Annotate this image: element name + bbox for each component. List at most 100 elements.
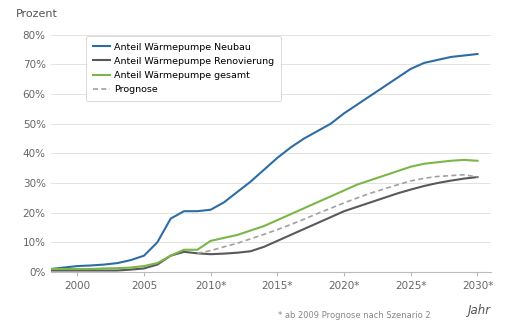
Anteil Wärmepumpe gesamt (300, 206, 307, 210)
Anteil Wärmepumpe gesamt (287, 212, 293, 216)
Anteil Wärmepumpe Neubau (194, 209, 200, 213)
Prognose (314, 212, 320, 215)
Anteil Wärmepumpe gesamt (194, 248, 200, 252)
Anteil Wärmepumpe Neubau (287, 146, 293, 149)
Anteil Wärmepumpe Neubau (314, 129, 320, 133)
Anteil Wärmepumpe gesamt (221, 236, 227, 240)
Line: Anteil Wärmepumpe gesamt: Anteil Wärmepumpe gesamt (50, 160, 477, 269)
Line: Anteil Wärmepumpe Neubau: Anteil Wärmepumpe Neubau (50, 54, 477, 269)
Anteil Wärmepumpe gesamt (407, 165, 413, 169)
Anteil Wärmepumpe Renovierung (447, 179, 453, 183)
Line: Prognose: Prognose (197, 175, 477, 253)
Anteil Wärmepumpe Renovierung (287, 233, 293, 237)
Prognose (367, 191, 373, 195)
Prognose (447, 174, 453, 178)
Anteil Wärmepumpe Neubau (74, 264, 80, 268)
Anteil Wärmepumpe Neubau (167, 217, 173, 220)
Anteil Wärmepumpe Neubau (207, 208, 213, 212)
Anteil Wärmepumpe gesamt (87, 267, 93, 271)
Prognose (354, 196, 360, 200)
Anteil Wärmepumpe Renovierung (261, 245, 267, 249)
Anteil Wärmepumpe Neubau (420, 61, 426, 65)
Anteil Wärmepumpe Neubau (407, 67, 413, 71)
Prognose (327, 206, 333, 210)
Anteil Wärmepumpe gesamt (261, 224, 267, 228)
Prognose (194, 252, 200, 255)
Prognose (287, 223, 293, 227)
Anteil Wärmepumpe Neubau (154, 240, 160, 244)
Prognose (434, 175, 440, 179)
Anteil Wärmepumpe Renovierung (420, 184, 426, 188)
Anteil Wärmepumpe Renovierung (247, 249, 253, 253)
Anteil Wärmepumpe Neubau (127, 258, 133, 262)
Anteil Wärmepumpe Renovierung (314, 221, 320, 225)
Anteil Wärmepumpe gesamt (61, 267, 67, 271)
Anteil Wärmepumpe Neubau (181, 209, 187, 213)
Anteil Wärmepumpe Neubau (261, 168, 267, 172)
Anteil Wärmepumpe Renovierung (407, 188, 413, 191)
Anteil Wärmepumpe Renovierung (434, 181, 440, 185)
Anteil Wärmepumpe Renovierung (47, 268, 54, 272)
Anteil Wärmepumpe Neubau (474, 52, 480, 56)
Text: Prozent: Prozent (15, 9, 57, 19)
Anteil Wärmepumpe gesamt (354, 183, 360, 187)
Anteil Wärmepumpe Renovierung (460, 177, 466, 180)
Anteil Wärmepumpe gesamt (234, 233, 240, 237)
Anteil Wärmepumpe Renovierung (393, 191, 399, 195)
Legend: Anteil Wärmepumpe Neubau, Anteil Wärmepumpe Renovierung, Anteil Wärmepumpe gesam: Anteil Wärmepumpe Neubau, Anteil Wärmepu… (86, 36, 281, 101)
Anteil Wärmepumpe Renovierung (340, 209, 346, 213)
Line: Anteil Wärmepumpe Renovierung: Anteil Wärmepumpe Renovierung (50, 177, 477, 270)
Anteil Wärmepumpe Neubau (114, 261, 120, 265)
Prognose (460, 173, 466, 177)
Anteil Wärmepumpe Neubau (393, 76, 399, 80)
Anteil Wärmepumpe Renovierung (300, 227, 307, 231)
Anteil Wärmepumpe gesamt (154, 261, 160, 265)
Anteil Wärmepumpe gesamt (127, 266, 133, 269)
Anteil Wärmepumpe Renovierung (100, 268, 107, 272)
Anteil Wärmepumpe Renovierung (154, 263, 160, 267)
Anteil Wärmepumpe gesamt (393, 169, 399, 173)
Prognose (261, 232, 267, 236)
Anteil Wärmepumpe Renovierung (167, 254, 173, 258)
Prognose (420, 176, 426, 180)
Anteil Wärmepumpe gesamt (207, 239, 213, 243)
Anteil Wärmepumpe gesamt (447, 159, 453, 163)
Anteil Wärmepumpe gesamt (167, 254, 173, 258)
Anteil Wärmepumpe Renovierung (127, 268, 133, 272)
Anteil Wärmepumpe Neubau (367, 94, 373, 98)
Anteil Wärmepumpe Renovierung (74, 268, 80, 272)
Anteil Wärmepumpe Neubau (47, 267, 54, 271)
Prognose (300, 217, 307, 221)
Anteil Wärmepumpe gesamt (274, 218, 280, 222)
Anteil Wärmepumpe Renovierung (181, 250, 187, 254)
Anteil Wärmepumpe Neubau (327, 122, 333, 126)
Anteil Wärmepumpe gesamt (47, 267, 54, 271)
Anteil Wärmepumpe gesamt (114, 266, 120, 270)
Anteil Wärmepumpe Neubau (221, 200, 227, 204)
Anteil Wärmepumpe Neubau (354, 102, 360, 106)
Anteil Wärmepumpe Renovierung (221, 252, 227, 256)
Anteil Wärmepumpe Renovierung (61, 268, 67, 272)
Anteil Wärmepumpe Neubau (247, 180, 253, 183)
Anteil Wärmepumpe Renovierung (327, 215, 333, 219)
Anteil Wärmepumpe gesamt (74, 267, 80, 271)
Prognose (247, 237, 253, 241)
Anteil Wärmepumpe Neubau (141, 254, 147, 258)
Prognose (407, 179, 413, 183)
Anteil Wärmepumpe Renovierung (87, 268, 93, 272)
Anteil Wärmepumpe gesamt (434, 160, 440, 164)
Anteil Wärmepumpe Neubau (87, 264, 93, 268)
Anteil Wärmepumpe Neubau (300, 137, 307, 140)
Anteil Wärmepumpe gesamt (367, 178, 373, 182)
Anteil Wärmepumpe gesamt (181, 248, 187, 252)
Anteil Wärmepumpe Neubau (100, 263, 107, 267)
Anteil Wärmepumpe Renovierung (354, 205, 360, 209)
Anteil Wärmepumpe gesamt (340, 188, 346, 192)
Prognose (380, 187, 386, 191)
Anteil Wärmepumpe Renovierung (367, 200, 373, 204)
Anteil Wärmepumpe Renovierung (474, 175, 480, 179)
Anteil Wärmepumpe gesamt (474, 159, 480, 163)
Prognose (274, 228, 280, 231)
Anteil Wärmepumpe Neubau (234, 190, 240, 194)
Anteil Wärmepumpe Neubau (274, 156, 280, 160)
